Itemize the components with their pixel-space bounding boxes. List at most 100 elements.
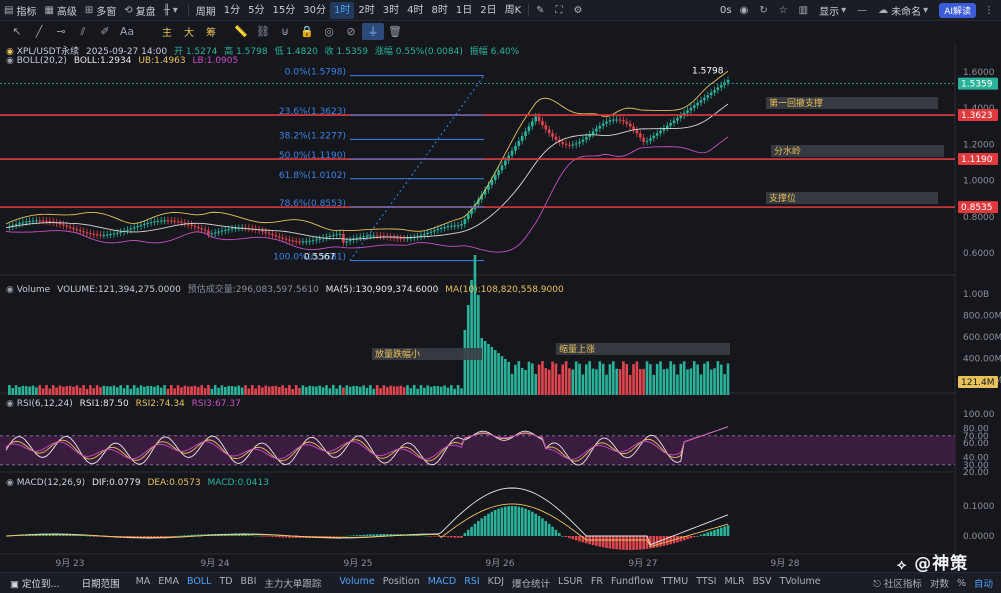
eye-icon[interactable]: ◉ xyxy=(6,47,14,57)
indicators-button[interactable]: ▤ 指标 xyxy=(4,4,37,18)
fib-label-5: 78.6%(0.8553) xyxy=(279,199,346,209)
multi-window-button[interactable]: ⊞ 多窗 xyxy=(84,4,117,18)
locate-button[interactable]: ▣ 定位到... xyxy=(10,579,60,590)
timeframe-8[interactable]: 8时 xyxy=(431,4,448,16)
camera-button[interactable]: ◉ xyxy=(736,0,756,21)
macd-bar xyxy=(163,536,166,537)
channel-tool[interactable]: ⫽ xyxy=(72,25,94,39)
drawing-tools-button[interactable]: ✎ xyxy=(532,0,551,21)
candle-body xyxy=(652,135,656,139)
macd-bar xyxy=(65,534,69,536)
brush-tool[interactable]: ✐ xyxy=(94,25,116,38)
layout-name-button[interactable]: ☁ 未命名 ▾ xyxy=(878,5,929,18)
timeframe-1[interactable]: 5分 xyxy=(248,4,265,16)
date-range-button[interactable]: 日期范围 xyxy=(81,579,120,590)
volume-bar xyxy=(143,386,146,395)
subchart-7[interactable]: FR xyxy=(590,576,603,587)
boll-ub-value: UB:1.4963 xyxy=(138,56,186,66)
percent-toggle[interactable]: % xyxy=(956,577,966,589)
link-tool[interactable]: ⛓ xyxy=(252,25,274,38)
fullscreen-button[interactable]: ⛶ xyxy=(552,0,570,21)
subchart-6[interactable]: LSUR xyxy=(558,576,583,587)
candle-body xyxy=(649,138,652,141)
timeframe-6[interactable]: 3时 xyxy=(382,4,400,16)
delete-tool[interactable]: 🗑 xyxy=(384,25,406,38)
timeframe-10[interactable]: 2日 xyxy=(480,4,497,16)
timeframe-9[interactable]: 1日 xyxy=(455,4,473,16)
magnet-tool[interactable]: ⊍ xyxy=(274,25,296,38)
display-button[interactable]: 显示 ▾ xyxy=(819,5,847,18)
volume-bar xyxy=(446,387,450,395)
lock-tool[interactable]: 🔒 xyxy=(296,25,318,38)
main-force-tool[interactable]: 主 xyxy=(162,28,172,39)
eye-icon[interactable]: ◉ xyxy=(6,478,14,488)
more-button[interactable]: ⋮ xyxy=(980,0,1001,21)
horizontal-tool[interactable]: ⊸ xyxy=(50,25,72,38)
overlay-3[interactable]: TD xyxy=(219,576,233,587)
candle-body xyxy=(443,226,446,228)
subchart-8[interactable]: Fundflow xyxy=(611,576,654,587)
timeframe-3[interactable]: 30分 xyxy=(303,4,326,16)
timeframe-group: 1分 5分 15分 30分 1时 2时 3时 4时 8时 1日 2日 周K xyxy=(220,1,525,19)
macd-bar xyxy=(581,536,585,543)
layout-button[interactable]: ▥ xyxy=(795,0,815,21)
cursor-tool[interactable]: ↖ xyxy=(6,25,28,38)
top-toolbar: ▤ 指标 ▦ 高级 ⊞ 多窗 ⟲ 复盘 ╫ ▾ 周期 1分 5分 15分 30分 1时 2时 3时 4时… xyxy=(0,0,1001,21)
subchart-13[interactable]: TVolume xyxy=(779,576,821,587)
hide-tool[interactable]: ⊘ xyxy=(340,25,362,38)
overlay-0[interactable]: MA xyxy=(135,576,151,587)
overlay-4[interactable]: BBI xyxy=(240,576,257,587)
macd-bar xyxy=(531,511,534,536)
subchart-5[interactable]: 爆仓统计 xyxy=(512,579,551,590)
chart-canvas[interactable]: 1.60001.40001.20001.00000.80000.60001.36… xyxy=(0,42,1001,572)
candle-body xyxy=(429,231,433,233)
subchart-3[interactable]: RSI xyxy=(464,576,480,587)
volume-bar xyxy=(659,361,662,395)
macd-bar xyxy=(709,531,713,536)
timeframe-0[interactable]: 1分 xyxy=(223,4,241,16)
subchart-0[interactable]: Volume xyxy=(339,576,375,587)
overlay-2[interactable]: BOLL xyxy=(186,576,212,587)
subchart-11[interactable]: MLR xyxy=(724,576,745,587)
macd-bar xyxy=(527,510,531,536)
settings-button[interactable]: ⚙ xyxy=(570,0,590,21)
fib-tool[interactable]: ⏚ xyxy=(362,23,384,40)
eye-icon[interactable]: ◉ xyxy=(6,285,14,295)
text-tool[interactable]: Aa xyxy=(116,25,138,38)
chart-type-button[interactable]: ╫ ▾ xyxy=(160,0,185,21)
volume-bar xyxy=(99,387,102,395)
timeframe-2[interactable]: 15分 xyxy=(272,4,296,16)
eye-tool[interactable]: ◎ xyxy=(318,25,340,38)
subchart-1[interactable]: Position xyxy=(382,576,420,587)
timeframe-4[interactable]: 1时 xyxy=(329,1,355,19)
log-toggle[interactable]: 对数 xyxy=(929,579,949,590)
macd-bar xyxy=(558,532,561,536)
timeframe-7[interactable]: 4时 xyxy=(407,4,424,16)
minus-button[interactable]: — xyxy=(853,0,874,21)
auto-toggle[interactable]: 自动 xyxy=(973,579,993,590)
ruler-tool[interactable]: 📏 xyxy=(230,25,252,38)
timeframe-5[interactable]: 2时 xyxy=(358,4,375,16)
replay-button[interactable]: ⟲ 复盘 xyxy=(124,4,156,18)
volume-bar xyxy=(547,369,551,395)
line-tool[interactable]: ╱ xyxy=(28,25,50,38)
overlay-5[interactable]: 主力大单跟踪 xyxy=(264,579,322,590)
eye-icon[interactable]: ◉ xyxy=(6,399,14,409)
ai-analysis-button[interactable]: AI解读 xyxy=(939,3,976,18)
subchart-2[interactable]: MACD xyxy=(427,576,457,587)
subchart-12[interactable]: BSV xyxy=(752,576,772,587)
rsi2-value: RSI2:74.34 xyxy=(135,399,185,409)
chips-tool[interactable]: 筹 xyxy=(206,28,216,39)
advanced-button[interactable]: ▦ 高级 xyxy=(44,4,77,18)
subchart-10[interactable]: TTSI xyxy=(696,576,717,587)
star-button[interactable]: ☆ xyxy=(775,0,795,21)
subchart-4[interactable]: KDJ xyxy=(487,576,505,587)
timeframe-11[interactable]: 周K xyxy=(504,4,522,16)
chart-area[interactable]: 1.60001.40001.20001.00000.80000.60001.36… xyxy=(0,42,1001,572)
overlay-1[interactable]: EMA xyxy=(158,576,179,587)
refresh-button[interactable]: ↻ xyxy=(755,0,774,21)
large-order-tool[interactable]: 大 xyxy=(184,28,194,39)
community-indicators[interactable]: ⎋ 社区指标 xyxy=(873,579,922,590)
subchart-9[interactable]: TTMU xyxy=(661,576,689,587)
eye-icon[interactable]: ◉ xyxy=(6,56,14,66)
